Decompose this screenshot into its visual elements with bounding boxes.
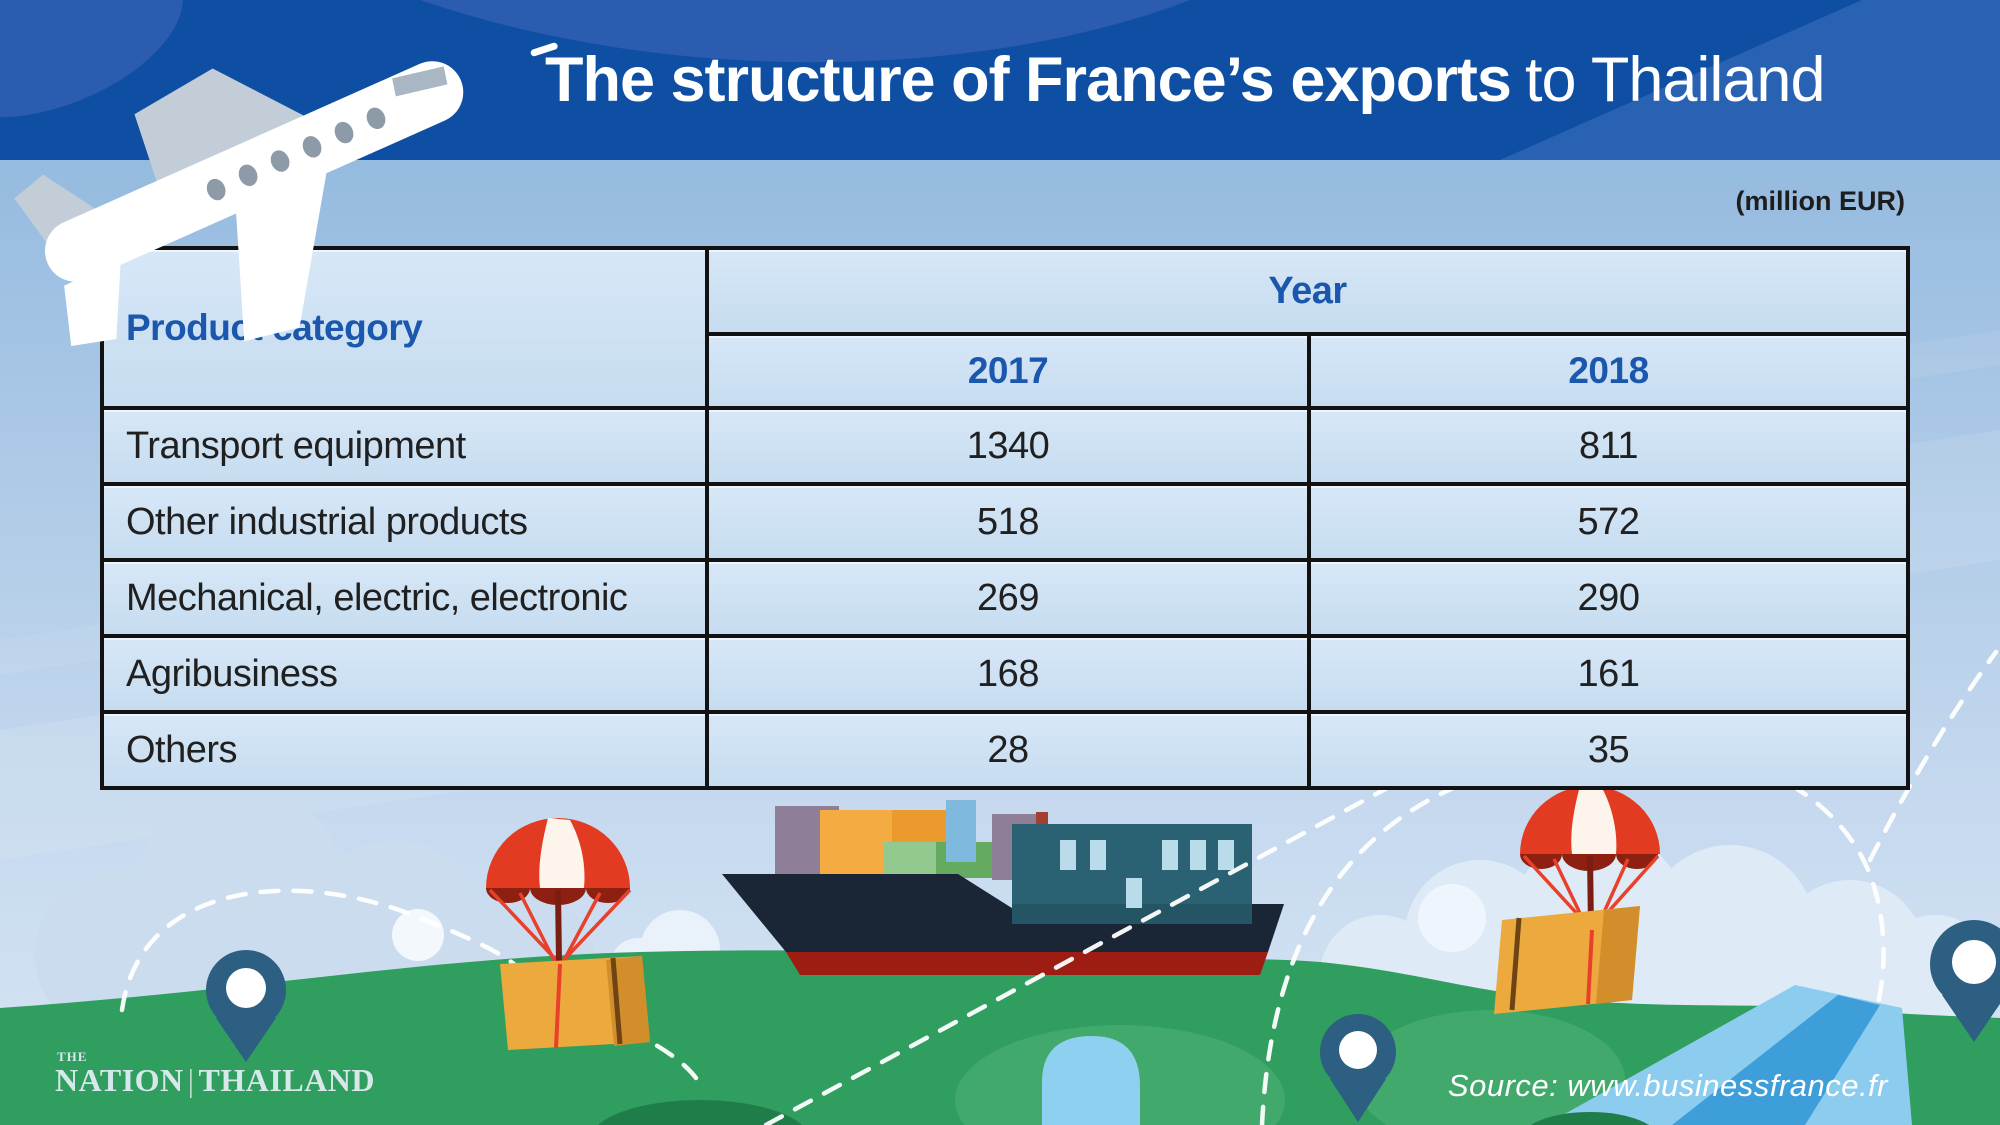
map-pin-icon [206,950,286,1062]
page-title-suffix: to Thailand [1524,45,1826,115]
table-row: Others 28 35 [100,710,1910,790]
map-pin-icon [1930,920,2000,1042]
cloud-icon [392,909,444,961]
value-2018: 572 [1307,482,1910,562]
value-2018: 35 [1307,710,1910,790]
logo-the: THE [57,1049,88,1064]
column-header-product-category: Product category [100,246,709,410]
value-2018: 811 [1307,406,1910,486]
grass-patch [1355,1010,1625,1125]
source-credit: Source: www.businessfrance.fr [1447,1068,1888,1103]
row-category: Mechanical, electric, electronic [100,558,709,638]
table-row: Transport equipment 1340 811 [100,406,1910,486]
value-2017: 518 [705,482,1311,562]
nation-thailand-logo: THE NATION | THAILAND [55,1050,375,1096]
value-2017: 1340 [705,406,1311,486]
page-title-main: The structure of France’s exports [545,45,1512,115]
value-2018: 161 [1307,634,1910,714]
value-2017: 28 [705,710,1311,790]
logo-thailand: THAILAND [198,1062,376,1098]
parachute-delivery-icon [486,818,650,1050]
exports-table: Product category Year 2017 2018 Transpor… [100,246,1910,790]
column-header-2018: 2018 [1307,332,1910,410]
table-row: Agribusiness 168 161 [100,634,1910,714]
table-row: Mechanical, electric, electronic 269 290 [100,558,1910,638]
parachute-delivery-icon [1494,786,1660,1014]
row-category: Other industrial products [100,482,709,562]
table-row: Other industrial products 518 572 [100,482,1910,562]
bush [1530,1112,1650,1125]
pond [1042,1036,1140,1125]
value-2017: 269 [705,558,1311,638]
logo-divider: | [187,1062,195,1098]
value-2018: 290 [1307,558,1910,638]
row-category: Agribusiness [100,634,709,714]
page-title: The structure of France’s exports to Tha… [545,0,1826,160]
river-icon [1545,985,1912,1125]
units-note: (million EUR) [1735,186,1906,216]
cloud-icon [1418,884,1486,952]
column-header-year: Year [705,246,1910,336]
cargo-ship-icon [722,800,1284,975]
column-header-2017: 2017 [705,332,1311,410]
bush [598,1100,802,1125]
row-category: Transport equipment [100,406,709,486]
logo-nation: NATION [55,1062,184,1098]
value-2017: 168 [705,634,1311,714]
row-category: Others [100,710,709,790]
map-pin-icon [1320,1014,1396,1122]
